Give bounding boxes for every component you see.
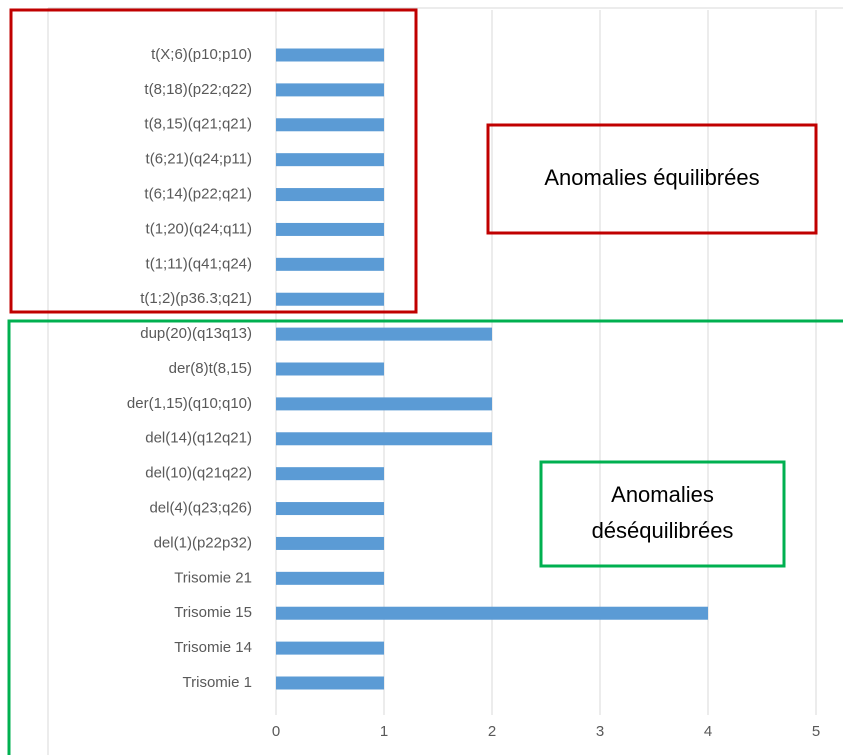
bar xyxy=(276,118,384,132)
y-tick-label: der(8)t(8,15) xyxy=(169,360,252,377)
x-tick-label: 2 xyxy=(488,723,496,740)
y-tick-label: t(1;11)(q41;q24) xyxy=(146,255,252,272)
bar xyxy=(276,188,384,202)
y-tick-label: t(X;6)(p10;p10) xyxy=(151,46,252,63)
annotation-frame xyxy=(539,460,786,568)
y-tick-label: Trisomie 1 xyxy=(183,674,252,691)
annotation-frame xyxy=(7,319,843,755)
bar xyxy=(276,467,384,481)
y-tick-label: der(1,15)(q10;q10) xyxy=(127,395,252,412)
annotation-text: déséquilibrées xyxy=(592,518,734,543)
y-tick-label: Trisomie 15 xyxy=(174,604,252,621)
bar xyxy=(276,83,384,97)
y-tick-label: t(1;2)(p36.3;q21) xyxy=(140,290,252,307)
y-tick-label: del(10)(q21q22) xyxy=(145,465,252,482)
y-tick-label: t(8;18)(p22;q22) xyxy=(144,81,252,98)
annotation-frame xyxy=(9,8,418,314)
x-tick-label: 0 xyxy=(272,723,280,740)
bar xyxy=(276,153,384,167)
x-tick-label: 3 xyxy=(596,723,604,740)
annotation-text: Anomalies xyxy=(611,482,714,507)
x-tick-label: 5 xyxy=(812,723,820,740)
y-tick-label: dup(20)(q13q13) xyxy=(140,325,252,342)
y-tick-label: del(4)(q23;q26) xyxy=(149,500,252,517)
y-tick-label: Trisomie 14 xyxy=(174,639,252,656)
bar xyxy=(276,676,384,690)
x-tick-label: 4 xyxy=(704,723,712,740)
bar xyxy=(276,502,384,516)
bar xyxy=(276,292,384,306)
bar xyxy=(276,257,384,271)
annotation-text: Anomalies équilibrées xyxy=(544,165,759,190)
y-tick-label: del(1)(p22p32) xyxy=(154,534,252,551)
bar xyxy=(276,48,384,62)
y-tick-label: Trisomie 21 xyxy=(174,569,252,586)
bar xyxy=(276,641,384,655)
y-tick-label: t(6;21)(q24;p11) xyxy=(146,151,252,168)
y-tick-label: del(14)(q12q21) xyxy=(145,430,252,447)
y-tick-label: t(6;14)(p22;q21) xyxy=(144,186,252,203)
bar xyxy=(276,327,492,341)
y-tick-label: t(8,15)(q21;q21) xyxy=(144,116,252,133)
annotation-frame xyxy=(486,123,818,235)
bar xyxy=(276,536,384,550)
bar xyxy=(276,362,384,376)
bar xyxy=(276,571,384,585)
x-tick-label: 1 xyxy=(380,723,388,740)
bar xyxy=(276,222,384,236)
bar xyxy=(276,432,492,446)
y-tick-label: t(1;20)(q24;q11) xyxy=(146,220,252,237)
bar xyxy=(276,606,708,620)
bar xyxy=(276,397,492,411)
